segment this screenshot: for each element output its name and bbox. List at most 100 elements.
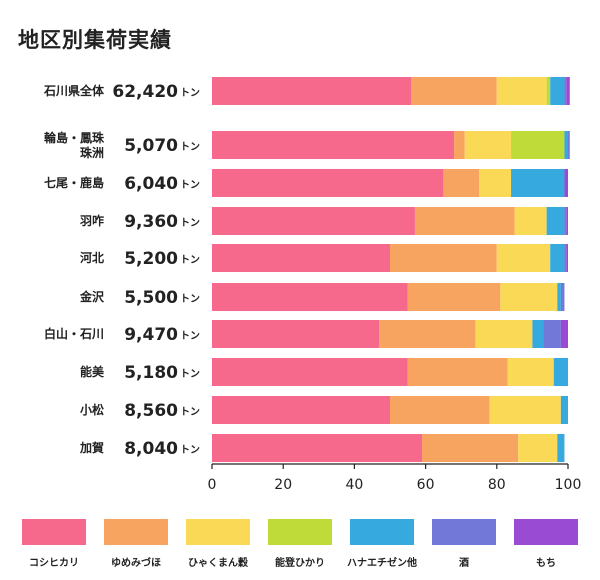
region-total-unit: トン <box>180 330 200 342</box>
bar-segment <box>557 283 561 311</box>
bar-segment <box>212 77 412 105</box>
legend-swatch <box>104 519 168 545</box>
x-tick-label: 0 <box>208 477 217 493</box>
bar-segment <box>390 396 490 424</box>
legend-label: 酒 <box>459 556 469 569</box>
bar-segment <box>550 244 565 272</box>
region-total-unit: トン <box>180 87 200 99</box>
region-label: 珠洲 <box>80 145 104 160</box>
region-label: 能美 <box>80 364 105 379</box>
region-label: 七尾・鹿島 <box>44 175 104 190</box>
bar-segment <box>564 131 568 159</box>
region-total-unit: トン <box>180 368 200 380</box>
bar-segment <box>496 244 551 272</box>
bar-segment <box>500 283 558 311</box>
legend-label: ゆめみづほ <box>111 556 161 569</box>
region-total-unit: トン <box>180 254 200 266</box>
bar-segment <box>212 207 415 235</box>
bar-segment <box>560 396 568 424</box>
legend-label: ひゃくまん穀 <box>188 556 249 569</box>
bar-segment <box>566 244 568 272</box>
bar-segment <box>212 434 423 462</box>
legend-label: 能登ひかり <box>275 556 325 569</box>
bar-segment <box>411 77 497 105</box>
region-total-unit: トン <box>180 406 200 418</box>
bar-segment <box>212 169 444 197</box>
bar-segment <box>511 131 565 159</box>
region-label: 白山・石川 <box>44 326 104 341</box>
region-label: 輪島・鳳珠 <box>44 130 105 145</box>
region-total-value: 5,180 <box>124 363 178 383</box>
region-total-value: 5,500 <box>124 288 178 308</box>
region-total-unit: トン <box>180 293 200 305</box>
region-label: 小松 <box>80 402 104 417</box>
bar-segment <box>212 283 408 311</box>
region-label: 加賀 <box>79 440 104 455</box>
region-total-value: 8,040 <box>124 439 178 459</box>
legend-label: ハナエチゼン他 <box>347 556 417 569</box>
legend-label: もち <box>536 557 556 569</box>
region-total-unit: トン <box>180 217 200 229</box>
region-total-value: 62,420 <box>112 82 178 102</box>
bar-segment <box>514 207 547 235</box>
bar-segment <box>546 77 551 105</box>
region-label: 羽咋 <box>80 213 104 228</box>
bar-segment <box>507 358 554 386</box>
bar-segment <box>557 434 565 462</box>
region-total-value: 6,040 <box>124 174 178 194</box>
bar-segment <box>566 207 568 235</box>
bar-segment <box>212 396 390 424</box>
bar-segment <box>564 77 567 105</box>
bar-segment <box>511 169 565 197</box>
bar-segment <box>564 169 568 197</box>
bar-segment <box>390 244 497 272</box>
region-total-unit: トン <box>180 179 200 191</box>
bar-segment <box>212 131 455 159</box>
bar-segment <box>407 358 508 386</box>
bar-segment <box>518 434 558 462</box>
bar-segment <box>496 77 547 105</box>
x-tick-label: 60 <box>417 477 435 493</box>
bar-segment <box>212 244 390 272</box>
x-tick-label: 100 <box>555 477 582 493</box>
legend-swatch <box>432 519 496 545</box>
region-total-value: 5,200 <box>124 249 178 269</box>
bar-segment <box>479 169 512 197</box>
bar-segment <box>553 358 568 386</box>
x-tick-label: 40 <box>345 477 363 493</box>
bar-segment <box>475 320 533 348</box>
x-tick-label: 80 <box>488 477 506 493</box>
legend-label: コシヒカリ <box>29 557 79 569</box>
region-total-unit: トン <box>180 141 200 153</box>
region-total-value: 9,360 <box>124 212 178 232</box>
bar-segment <box>560 320 568 348</box>
legend-swatch <box>22 519 86 545</box>
legend-swatch <box>268 519 332 545</box>
bar-segment <box>566 77 570 105</box>
bar-segment <box>568 131 570 159</box>
x-tick-label: 20 <box>274 477 292 493</box>
bar-segment <box>407 283 501 311</box>
bar-segment <box>414 207 515 235</box>
bar-segment <box>560 283 565 311</box>
bar-segment <box>532 320 544 348</box>
region-total-value: 8,560 <box>124 401 178 421</box>
bar-segment <box>489 396 561 424</box>
bar-segment <box>464 131 512 159</box>
bar-segment <box>564 207 567 235</box>
legend-swatch <box>350 519 414 545</box>
bar-segment <box>212 358 408 386</box>
region-total-value: 9,470 <box>124 325 178 345</box>
bar-segment <box>564 244 567 272</box>
bar-segment <box>422 434 519 462</box>
bar-segment <box>454 131 465 159</box>
region-total-value: 5,070 <box>124 136 178 156</box>
bar-segment <box>550 77 565 105</box>
bar-segment <box>379 320 476 348</box>
region-label: 河北 <box>79 250 104 265</box>
region-label: 石川県全体 <box>43 83 105 98</box>
legend-swatch <box>514 519 578 545</box>
region-total-unit: トン <box>180 444 200 456</box>
bar-segment <box>212 320 380 348</box>
